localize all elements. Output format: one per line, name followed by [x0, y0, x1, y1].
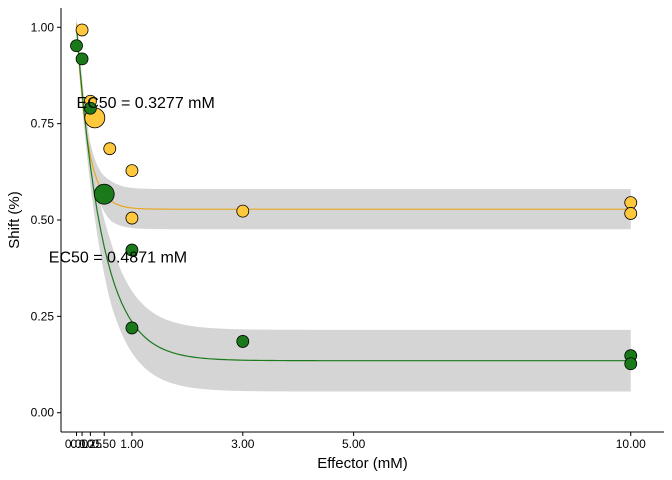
- data-point-0-3: [103, 142, 117, 156]
- data-point-1-3: [93, 183, 115, 205]
- ec50-label-0: EC50 = 0.3277 mM: [77, 95, 215, 112]
- y-tick-label-1: 0.25: [31, 309, 55, 323]
- y-axis-title: Shift (%): [6, 191, 23, 249]
- ec50-annotations: EC50 = 0.3277 mM EC50 = 0.4871 mM: [49, 95, 215, 266]
- x-tick-label-7: 10.00: [616, 437, 646, 451]
- data-point-0-6: [236, 204, 250, 218]
- x-ticks: 0.000.100.250.50 1.00 3.00 5.00 10.00: [65, 432, 646, 451]
- confidence-band-1: [76, 16, 631, 392]
- data-point-1-2: [83, 101, 97, 115]
- confidence-band-0: [76, 16, 631, 230]
- fit-curve-1: [75, 27, 631, 362]
- data-point-1-0: [70, 39, 83, 53]
- y-tick-label-0: 0.00: [31, 406, 55, 420]
- x-tick-label-4: 1.00: [120, 437, 144, 451]
- data-point-0-8: [624, 207, 638, 220]
- data-points: [70, 23, 638, 371]
- y-tick-label-3: 0.75: [31, 117, 55, 131]
- y-tick-label-2: 0.50: [31, 213, 55, 227]
- data-point-1-1: [75, 52, 89, 66]
- data-point-1-4: [125, 243, 139, 257]
- x-tick-label-0: 0.00: [65, 437, 89, 451]
- confidence-bands: [76, 16, 631, 392]
- fit-curves: [75, 23, 631, 362]
- data-point-0-7: [624, 196, 638, 210]
- data-point-1-8: [624, 357, 638, 371]
- axes: 0.000.100.250.50 1.00 3.00 5.00 10.00 0.000.…: [31, 8, 664, 451]
- x-tick-label-1: 0.10: [70, 437, 94, 451]
- data-point-1-6: [236, 335, 250, 348]
- y-tick-label-4: 1.00: [31, 20, 55, 34]
- ec50-label-1: EC50 = 0.4871 mM: [49, 249, 187, 266]
- y-ticks: 0.00 0.25 0.50 0.75 1.00: [31, 20, 61, 420]
- x-axis-title: Effector (mM): [317, 455, 408, 472]
- x-tick-label-2: 0.25: [79, 437, 103, 451]
- x-tick-label-6: 5.00: [342, 437, 366, 451]
- data-point-0-5: [125, 211, 139, 225]
- data-point-0-4: [125, 164, 139, 178]
- x-tick-label-3: 0.50: [93, 437, 117, 451]
- data-point-0-2: [75, 23, 89, 37]
- fit-curve-0: [75, 23, 631, 210]
- x-tick-label-5: 3.00: [231, 437, 255, 451]
- data-point-1-5: [125, 321, 139, 335]
